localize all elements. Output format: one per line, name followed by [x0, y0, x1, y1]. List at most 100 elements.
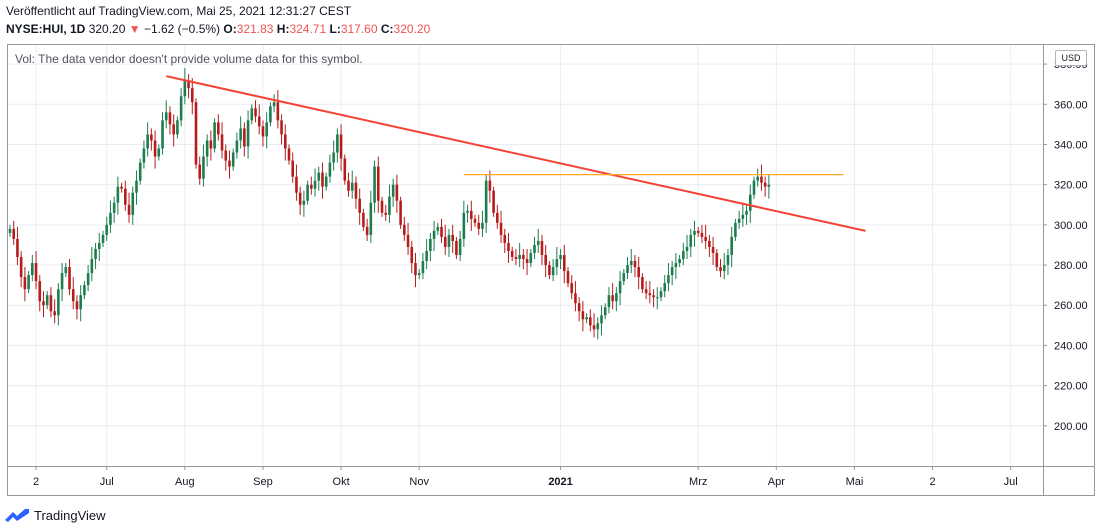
candle-body[interactable] — [581, 311, 585, 320]
currency-badge[interactable]: USD — [1055, 50, 1087, 66]
candle-body[interactable] — [228, 160, 231, 167]
candle-body[interactable] — [310, 184, 313, 189]
candle-body[interactable] — [484, 180, 488, 223]
candle-body[interactable] — [224, 150, 228, 161]
candle-body[interactable] — [622, 273, 626, 282]
candle-body[interactable] — [146, 134, 149, 149]
candle-body[interactable] — [562, 255, 566, 272]
candle-body[interactable] — [752, 180, 756, 195]
symbol-label[interactable]: NYSE:HUI, 1D — [6, 22, 86, 36]
candle-body[interactable] — [112, 202, 116, 213]
candle-body[interactable] — [496, 212, 499, 223]
candle-body[interactable] — [116, 186, 120, 203]
candle-body[interactable] — [462, 212, 466, 239]
candle-body[interactable] — [555, 259, 559, 268]
candle-body[interactable] — [518, 255, 521, 260]
candle-body[interactable] — [19, 257, 23, 278]
candle-body[interactable] — [64, 267, 68, 274]
candle-body[interactable] — [585, 317, 588, 320]
candle-body[interactable] — [90, 259, 94, 274]
candle-body[interactable] — [719, 267, 722, 272]
candle-body[interactable] — [503, 234, 507, 243]
candle-body[interactable] — [529, 252, 533, 264]
candle-body[interactable] — [362, 212, 365, 227]
candle-body[interactable] — [79, 295, 82, 310]
candle-body[interactable] — [246, 120, 250, 147]
candle-body[interactable] — [659, 291, 663, 298]
candle-body[interactable] — [577, 303, 581, 312]
candle-body[interactable] — [283, 134, 287, 149]
candle-body[interactable] — [57, 289, 60, 316]
candle-body[interactable] — [596, 323, 600, 330]
candle-body[interactable] — [670, 267, 674, 276]
candle-body[interactable] — [644, 289, 648, 294]
candle-body[interactable] — [652, 295, 655, 298]
candle-body[interactable] — [358, 198, 361, 213]
candle-body[interactable] — [648, 293, 652, 296]
candle-body[interactable] — [347, 180, 350, 191]
candle-body[interactable] — [589, 317, 592, 326]
candle-body[interactable] — [380, 200, 384, 213]
candle-body[interactable] — [421, 261, 425, 274]
candle-body[interactable] — [71, 289, 75, 302]
candle-body[interactable] — [124, 188, 127, 205]
candle-body[interactable] — [217, 122, 220, 135]
candle-body[interactable] — [321, 172, 324, 187]
candle-body[interactable] — [603, 307, 607, 316]
candle-body[interactable] — [302, 200, 306, 205]
candle-body[interactable] — [678, 259, 681, 264]
candle-body[interactable] — [570, 283, 574, 294]
candle-body[interactable] — [231, 152, 235, 167]
candle-body[interactable] — [477, 222, 481, 229]
price-chart[interactable]: 380.00360.00340.00320.00300.00280.00260.… — [7, 44, 1095, 496]
candle-body[interactable] — [696, 230, 700, 233]
candle-body[interactable] — [373, 166, 376, 203]
candle-body[interactable] — [637, 267, 640, 278]
candle-body[interactable] — [23, 277, 27, 290]
candle-body[interactable] — [626, 265, 629, 274]
tradingview-logo-icon[interactable] — [4, 507, 30, 523]
candle-body[interactable] — [443, 236, 447, 247]
candle-body[interactable] — [75, 301, 79, 310]
candle-body[interactable] — [763, 182, 767, 187]
candle-body[interactable] — [172, 124, 175, 135]
candle-body[interactable] — [711, 246, 715, 253]
candle-body[interactable] — [655, 297, 659, 299]
candle-body[interactable] — [574, 293, 577, 304]
candle-body[interactable] — [190, 88, 194, 103]
candle-body[interactable] — [388, 196, 391, 215]
candle-body[interactable] — [105, 224, 109, 235]
candle-body[interactable] — [469, 210, 473, 219]
candle-body[interactable] — [34, 263, 38, 282]
candle-body[interactable] — [514, 257, 518, 260]
candle-body[interactable] — [142, 148, 146, 163]
candle-body[interactable] — [406, 234, 410, 247]
candle-body[interactable] — [533, 244, 536, 253]
candle-body[interactable] — [365, 226, 369, 235]
candle-body[interactable] — [641, 277, 644, 290]
candle-body[interactable] — [689, 234, 693, 247]
candle-body[interactable] — [291, 160, 295, 177]
candle-body[interactable] — [376, 166, 380, 201]
candle-body[interactable] — [138, 162, 142, 181]
candle-body[interactable] — [682, 250, 685, 260]
candle-body[interactable] — [566, 271, 570, 284]
candle-body[interactable] — [544, 255, 547, 266]
candle-body[interactable] — [254, 108, 257, 117]
candle-body[interactable] — [615, 293, 618, 302]
candle-body[interactable] — [176, 120, 179, 135]
candle-body[interactable] — [440, 226, 443, 237]
candle-body[interactable] — [708, 240, 711, 247]
candle-body[interactable] — [399, 200, 402, 225]
candle-body[interactable] — [395, 184, 399, 201]
candle-body[interactable] — [592, 325, 596, 330]
candle-body[interactable] — [410, 246, 414, 264]
candle-body[interactable] — [722, 265, 726, 272]
candle-body[interactable] — [287, 148, 291, 161]
candle-body[interactable] — [187, 80, 190, 89]
candle-body[interactable] — [663, 283, 667, 292]
candle-body[interactable] — [447, 234, 451, 247]
candle-body[interactable] — [295, 176, 298, 193]
candle-body[interactable] — [685, 246, 689, 251]
candle-body[interactable] — [127, 204, 131, 215]
